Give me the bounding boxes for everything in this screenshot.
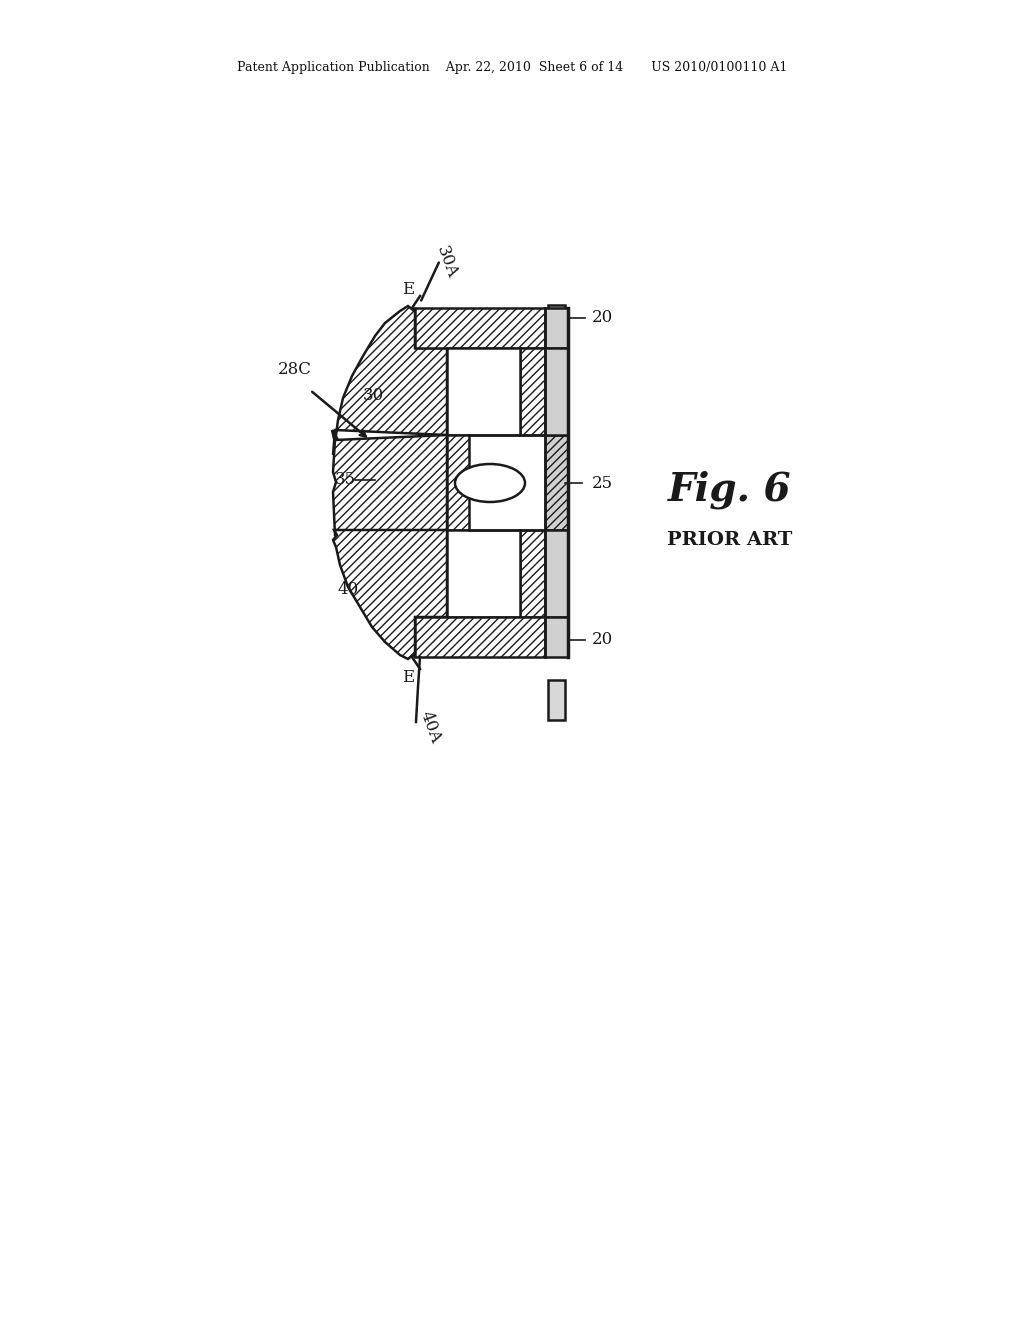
- Text: 20: 20: [592, 631, 613, 648]
- FancyBboxPatch shape: [548, 305, 565, 345]
- FancyBboxPatch shape: [447, 348, 520, 436]
- Text: 25: 25: [592, 474, 613, 491]
- Text: PRIOR ART: PRIOR ART: [668, 531, 793, 549]
- FancyBboxPatch shape: [520, 348, 545, 436]
- Polygon shape: [333, 436, 447, 535]
- Text: 35: 35: [335, 471, 355, 488]
- Text: 30: 30: [362, 387, 384, 404]
- Text: Fig. 6: Fig. 6: [669, 471, 792, 510]
- FancyBboxPatch shape: [520, 531, 545, 616]
- FancyBboxPatch shape: [545, 436, 568, 531]
- FancyBboxPatch shape: [545, 531, 568, 616]
- FancyBboxPatch shape: [545, 348, 568, 436]
- FancyBboxPatch shape: [415, 308, 545, 348]
- Text: 40A: 40A: [417, 709, 443, 746]
- FancyBboxPatch shape: [548, 680, 565, 719]
- FancyBboxPatch shape: [447, 531, 520, 616]
- FancyBboxPatch shape: [545, 616, 568, 657]
- Text: 20: 20: [592, 309, 613, 326]
- Text: 30A: 30A: [433, 243, 461, 281]
- FancyBboxPatch shape: [447, 436, 469, 531]
- Text: 28C: 28C: [279, 362, 312, 379]
- Polygon shape: [332, 306, 447, 455]
- FancyBboxPatch shape: [415, 616, 545, 657]
- Polygon shape: [333, 531, 447, 659]
- Text: E: E: [401, 668, 414, 685]
- FancyBboxPatch shape: [545, 308, 568, 348]
- Text: E: E: [401, 281, 414, 298]
- Text: 40: 40: [337, 582, 358, 598]
- Text: Patent Application Publication    Apr. 22, 2010  Sheet 6 of 14       US 2010/010: Patent Application Publication Apr. 22, …: [237, 62, 787, 74]
- Ellipse shape: [455, 465, 525, 502]
